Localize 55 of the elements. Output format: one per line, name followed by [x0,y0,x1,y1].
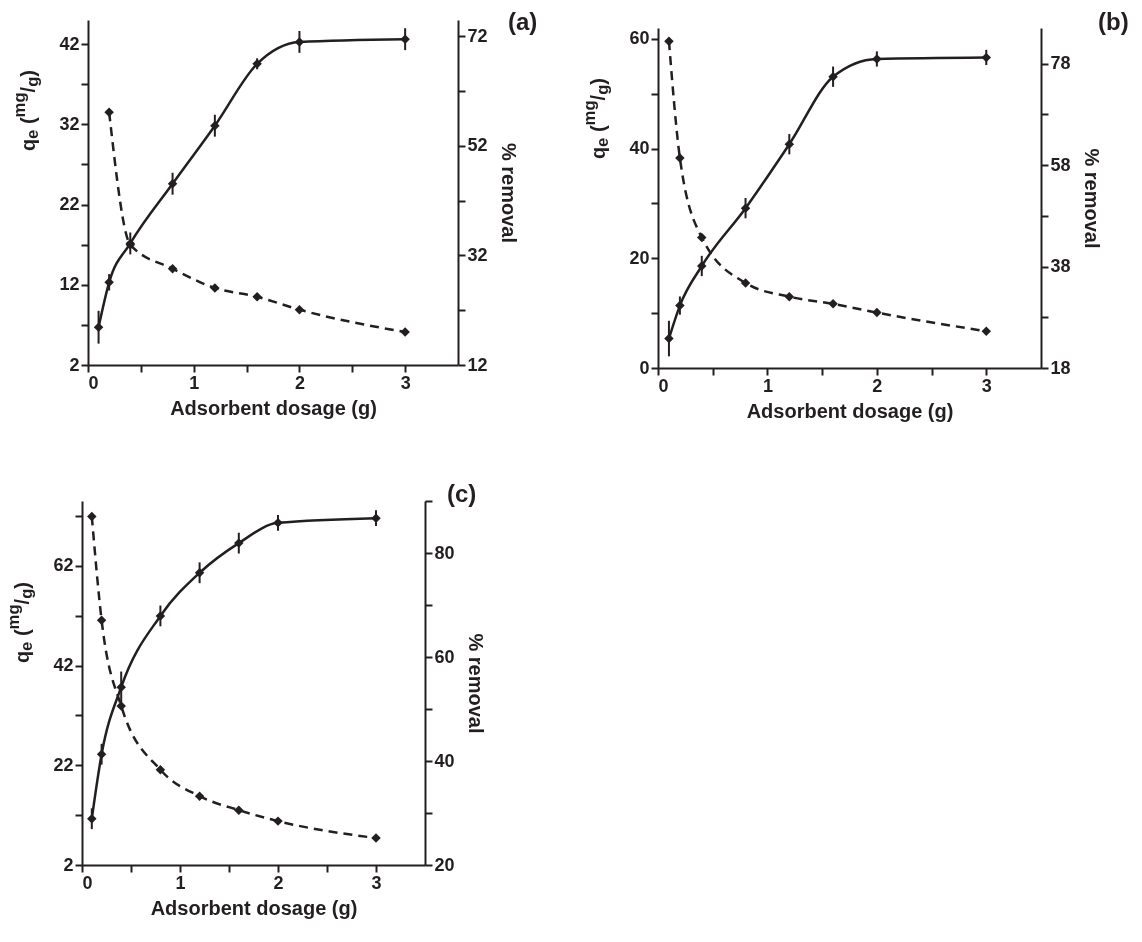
y2-tick-label: 78 [1050,53,1071,74]
point [294,304,305,315]
point [93,322,104,332]
text: (c) [447,480,477,508]
y2-axis-title: % removal [1080,148,1103,249]
y-tick-label: 2 [69,354,80,375]
y2-tick-label: 20 [434,854,455,875]
y2-tick-label: 12 [467,354,488,375]
y2-tick-label: 60 [434,646,455,667]
y-tick-label: 12 [59,274,80,295]
x-axis-title: Adsorbent dosage (g) [746,399,954,422]
y-tick-label: 42 [59,33,80,54]
y-tick-label: 62 [53,555,74,576]
y-tick-label: 32 [59,113,80,134]
x-tick-label: 0 [88,372,99,393]
y2-tick-label: 80 [434,542,455,563]
y-tick-label: 20 [629,247,650,268]
y-tick-label: 2 [63,854,74,875]
x-tick-label: 1 [762,375,773,396]
point [104,107,114,118]
point [252,292,262,302]
y-tick-label: 60 [629,28,650,49]
y2-tick-label: 32 [467,244,488,265]
x-tick-label: 3 [400,372,411,393]
point [252,59,262,69]
y2-tick-label: 38 [1050,256,1071,277]
x-tick-label: 3 [371,872,382,893]
x-tick-label: 0 [658,375,669,396]
point [167,263,178,274]
point [210,120,220,131]
y2-tick-label: 40 [434,750,455,771]
y-tick-label: 40 [629,138,650,159]
text: (b) [1098,8,1129,36]
y2-tick-label: 72 [467,25,488,46]
y-tick-label: 22 [53,754,74,775]
text: (a) [508,8,538,36]
x-tick-label: 2 [872,375,883,396]
y-tick-label: 22 [59,194,80,215]
x-axis-title: Adsorbent dosage (g) [150,896,358,919]
point [167,179,178,189]
y-tick-label: 42 [53,655,74,676]
y2-axis-title: % removal [497,142,520,244]
point [400,34,410,44]
x-tick-label: 1 [189,372,200,393]
y2-tick-label: 52 [467,135,488,156]
x-axis-title: Adsorbent dosage (g) [170,396,377,419]
x-tick-label: 3 [981,375,992,396]
y2-tick-label: 58 [1050,154,1071,175]
x-tick-label: 0 [82,872,93,893]
y-tick-label: 0 [639,357,650,378]
y2-axis-title: % removal [464,633,487,734]
y2-tick-label: 18 [1050,357,1071,378]
x-tick-label: 2 [294,372,305,393]
x-tick-label: 2 [273,872,284,893]
x-tick-label: 1 [175,872,186,893]
